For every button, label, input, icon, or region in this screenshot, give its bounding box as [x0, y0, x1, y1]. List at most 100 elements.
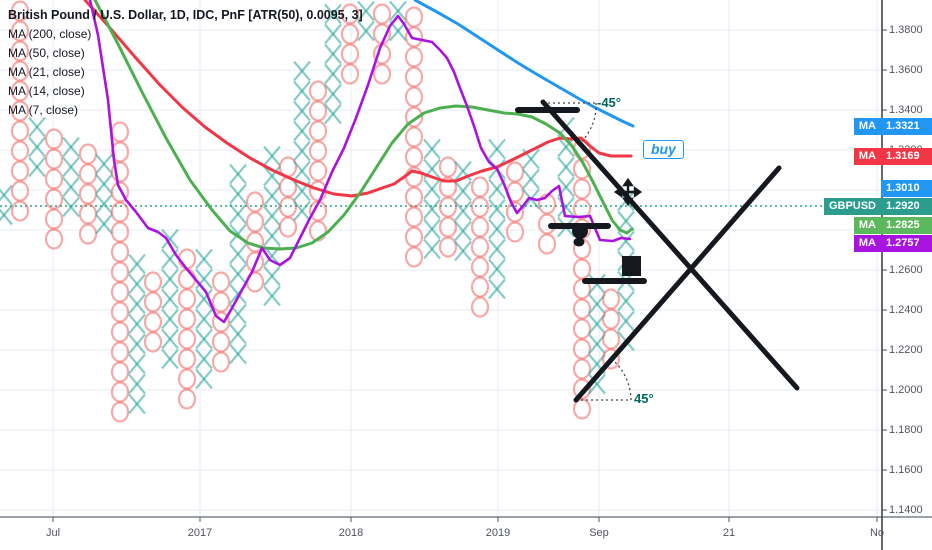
pnf-column-x[interactable] — [263, 145, 281, 307]
price-axis-label: 1.2600 — [889, 264, 923, 276]
ma-line-MA-21[interactable] — [93, 0, 634, 251]
price-label-value: 1.2757 — [881, 234, 932, 252]
pnf-x-mark — [0, 184, 13, 202]
pnf-x-mark — [229, 183, 247, 205]
pnf-x-mark — [488, 238, 506, 260]
pnf-o-mark — [177, 388, 197, 410]
marker-dot[interactable] — [572, 223, 588, 239]
pnf-column-x[interactable] — [0, 184, 13, 226]
pnf-x-mark — [293, 100, 311, 122]
pnf-o-mark — [601, 328, 621, 350]
pnf-o-mark — [308, 140, 328, 162]
pnf-o-mark — [110, 341, 130, 363]
legend-ma-row-3[interactable]: MA (14, close) — [8, 84, 85, 98]
last-price-label: 1.3010 — [881, 179, 932, 197]
pnf-x-mark — [454, 180, 472, 202]
trendline-downtrend-45deg[interactable] — [540, 99, 800, 391]
pnf-column-x[interactable] — [324, 3, 342, 125]
pnf-column-o[interactable] — [110, 121, 130, 423]
pnf-column-x[interactable] — [128, 253, 146, 415]
pnf-column-o[interactable] — [340, 3, 360, 85]
pnf-column-x[interactable] — [95, 153, 113, 235]
pnf-x-mark — [229, 303, 247, 325]
pnf-o-mark — [505, 161, 525, 183]
pnf-x-mark — [488, 258, 506, 280]
marker-dot[interactable] — [573, 237, 585, 247]
ma-line-MA-200[interactable] — [413, 0, 635, 128]
pnf-o-mark — [245, 191, 265, 213]
pnf-x-mark — [557, 136, 575, 158]
pnf-column-x[interactable] — [62, 136, 80, 218]
pnf-column-x[interactable] — [161, 228, 179, 370]
pnf-column-o[interactable] — [78, 143, 98, 245]
legend-ma-row-0[interactable]: MA (200, close) — [8, 27, 92, 41]
buy-annotation[interactable]: buy — [643, 140, 684, 159]
pnf-o-mark — [438, 216, 458, 238]
pnf-column-x[interactable] — [229, 163, 247, 365]
pnf-x-mark — [454, 240, 472, 262]
pnf-x-mark — [488, 218, 506, 240]
pnf-x-mark — [195, 348, 213, 370]
symbol-title[interactable]: British Pound / U.S. Dollar, 1D, IDC, Pn… — [8, 8, 363, 22]
move-handle-icon[interactable] — [613, 177, 643, 207]
pnf-column-o[interactable] — [470, 176, 490, 318]
angle-guide-arc — [614, 361, 632, 401]
price-label-value: 1.2920 — [881, 197, 932, 215]
pnf-o-mark — [572, 258, 592, 280]
pnf-x-mark — [195, 328, 213, 350]
pnf-x-mark — [423, 218, 441, 240]
chart-legend: British Pound / U.S. Dollar, 1D, IDC, Pn… — [8, 6, 363, 120]
pnf-o-mark — [470, 176, 490, 198]
pnf-o-mark — [278, 216, 298, 238]
price-label-tag: MA — [853, 147, 881, 165]
pnf-o-mark — [438, 196, 458, 218]
pnf-o-mark — [438, 236, 458, 258]
pnf-column-x[interactable] — [293, 60, 311, 222]
trendline-uptrend-45deg[interactable] — [573, 165, 782, 403]
pnf-column-x[interactable] — [357, 0, 375, 42]
pnf-o-mark — [470, 276, 490, 298]
pnf-x-mark — [488, 198, 506, 220]
pnf-x-mark — [557, 156, 575, 178]
pnf-o-mark — [10, 180, 30, 202]
legend-ma-row-1[interactable]: MA (50, close) — [8, 46, 85, 60]
price-axis-label: 1.3800 — [889, 24, 923, 36]
pnf-x-mark — [62, 196, 80, 218]
pnf-o-mark — [572, 318, 592, 340]
pnf-column-o[interactable] — [601, 288, 621, 370]
pnf-x-mark — [454, 160, 472, 182]
pnf-o-mark — [404, 86, 424, 108]
pnf-x-mark — [488, 278, 506, 300]
angle-label-minus45: -45° — [597, 95, 621, 110]
pnf-o-mark — [10, 200, 30, 222]
pnf-column-x[interactable] — [28, 116, 46, 178]
pnf-column-x[interactable] — [195, 248, 213, 390]
pnf-column-o[interactable] — [404, 6, 424, 268]
pnf-o-mark — [78, 223, 98, 245]
pnf-column-o[interactable] — [177, 248, 197, 410]
price-axis-label: 1.1800 — [889, 424, 923, 436]
legend-ma-row-2[interactable]: MA (21, close) — [8, 65, 85, 79]
pnf-column-x[interactable] — [423, 138, 441, 260]
ma-line-MA-7[interactable] — [88, 0, 632, 324]
legend-ma-row-4[interactable]: MA (7, close) — [8, 103, 79, 117]
pnf-x-mark — [357, 0, 375, 22]
pnf-column-o[interactable] — [143, 271, 163, 353]
pnf-x-mark — [161, 348, 179, 370]
pnf-x-mark — [95, 153, 113, 175]
pnf-x-mark — [128, 273, 146, 295]
pnf-column-o[interactable] — [438, 156, 458, 258]
pnf-x-mark — [195, 368, 213, 390]
price-axis-label: 1.2200 — [889, 344, 923, 356]
pnf-column-o[interactable] — [10, 0, 30, 222]
price-label-ma: MA 1.3321 — [853, 117, 932, 135]
pnf-column-o[interactable] — [44, 128, 64, 250]
marker-square[interactable] — [622, 256, 641, 276]
pnf-column-o[interactable] — [278, 156, 298, 238]
pnf-o-mark — [78, 143, 98, 165]
pnf-x-mark — [423, 138, 441, 160]
pnf-column-x[interactable] — [454, 160, 472, 262]
pnf-column-o[interactable] — [211, 271, 231, 373]
pnf-x-mark — [293, 60, 311, 82]
